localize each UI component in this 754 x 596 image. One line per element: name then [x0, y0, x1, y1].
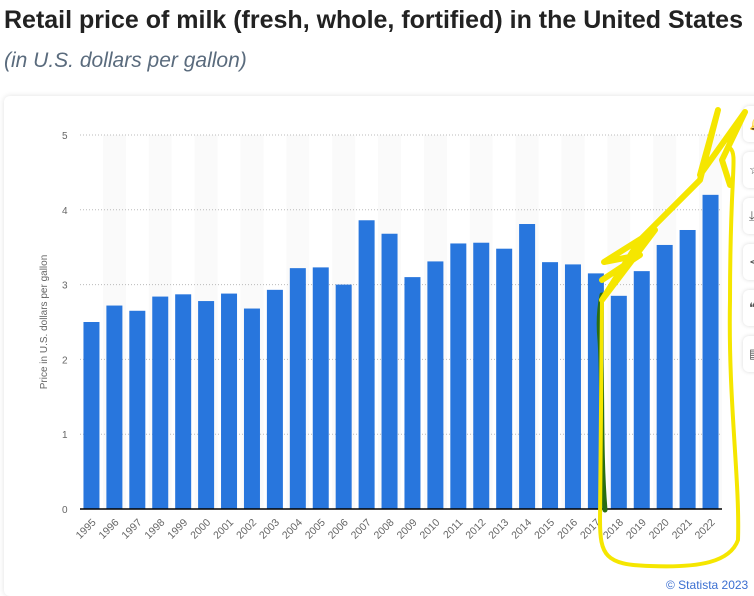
x-tick-label: 2004	[280, 517, 305, 542]
bar-2007	[358, 220, 375, 509]
x-tick-label: 2018	[601, 517, 626, 542]
x-tick-label: 2021	[670, 517, 695, 542]
bar-2014	[519, 224, 536, 509]
x-tick-label: 1996	[97, 517, 122, 542]
x-tick-label: 1999	[165, 517, 190, 542]
x-tick-label: 2001	[211, 517, 236, 542]
y-tick-label: 4	[62, 206, 68, 217]
quote-icon[interactable]: ❝	[743, 290, 754, 326]
bell-icon[interactable]: 🔔	[743, 106, 754, 142]
x-tick-label: 2013	[486, 517, 511, 542]
share-icon[interactable]: ⋖	[743, 244, 754, 280]
y-tick-label: 2	[62, 355, 68, 366]
y-tick-label: 5	[62, 131, 68, 142]
yellow-annotation-arrow	[599, 107, 748, 303]
bar-2015	[542, 262, 559, 509]
bar-2016	[564, 264, 581, 509]
x-tick-label: 2014	[509, 517, 534, 542]
bar-2019	[633, 271, 650, 509]
y-tick-label: 0	[62, 505, 68, 516]
bar-1998	[152, 296, 169, 509]
x-tick-label: 2016	[555, 517, 580, 542]
bar-2012	[473, 242, 490, 509]
bar-2009	[404, 277, 421, 509]
bar-2013	[496, 248, 513, 510]
x-tick-label: 2003	[257, 517, 282, 542]
bar-2008	[381, 233, 398, 509]
bar-1996	[106, 305, 123, 509]
bar-2006	[335, 284, 352, 509]
y-axis-label: Price in U.S. dollars per gallon	[39, 255, 50, 390]
bar-2010	[427, 261, 444, 509]
star-icon[interactable]: ☆	[743, 152, 754, 188]
bar-2018	[610, 295, 627, 509]
yellow-annotation-loop	[597, 146, 741, 569]
x-tick-label: 2009	[395, 517, 420, 542]
chart-subtitle: (in U.S. dollars per gallon)	[4, 49, 247, 72]
bar-2005	[312, 267, 329, 509]
bar-1997	[129, 310, 146, 509]
x-tick-label: 2015	[532, 517, 557, 542]
bar-2000	[198, 301, 215, 509]
download-icon[interactable]: ⤓	[743, 198, 754, 234]
bar-2011	[450, 243, 467, 509]
x-tick-label: 1998	[142, 517, 167, 542]
statista-credit[interactable]: © Statista 2023	[666, 578, 749, 592]
bar-2003	[266, 289, 283, 509]
x-tick-label: 2020	[647, 517, 672, 542]
x-tick-label: 1997	[119, 517, 144, 542]
x-tick-label: 2010	[418, 517, 443, 542]
x-tick-label: 2002	[234, 517, 259, 542]
bar-2020	[656, 244, 673, 509]
bar-2021	[679, 229, 696, 509]
bar-2001	[221, 293, 238, 509]
bar-1999	[175, 294, 192, 509]
y-tick-label: 3	[62, 281, 68, 292]
bar-2002	[243, 308, 260, 509]
chart-title: Retail price of milk (fresh, whole, fort…	[4, 6, 743, 34]
bar-2004	[289, 268, 306, 509]
x-tick-label: 2000	[188, 517, 213, 542]
print-icon[interactable]: ▤	[743, 336, 754, 372]
x-tick-label: 2005	[303, 517, 328, 542]
bar-1995	[83, 322, 100, 509]
x-tick-label: 1995	[74, 517, 99, 542]
x-tick-label: 2008	[372, 517, 397, 542]
x-tick-label: 2007	[349, 517, 374, 542]
x-tick-label: 2006	[326, 517, 351, 542]
bar-2022	[702, 194, 719, 509]
x-tick-label: 2012	[463, 517, 488, 542]
x-tick-label: 2019	[624, 517, 649, 542]
y-tick-label: 1	[62, 430, 68, 441]
x-tick-label: 2011	[441, 517, 466, 542]
x-tick-label: 2022	[693, 517, 718, 542]
